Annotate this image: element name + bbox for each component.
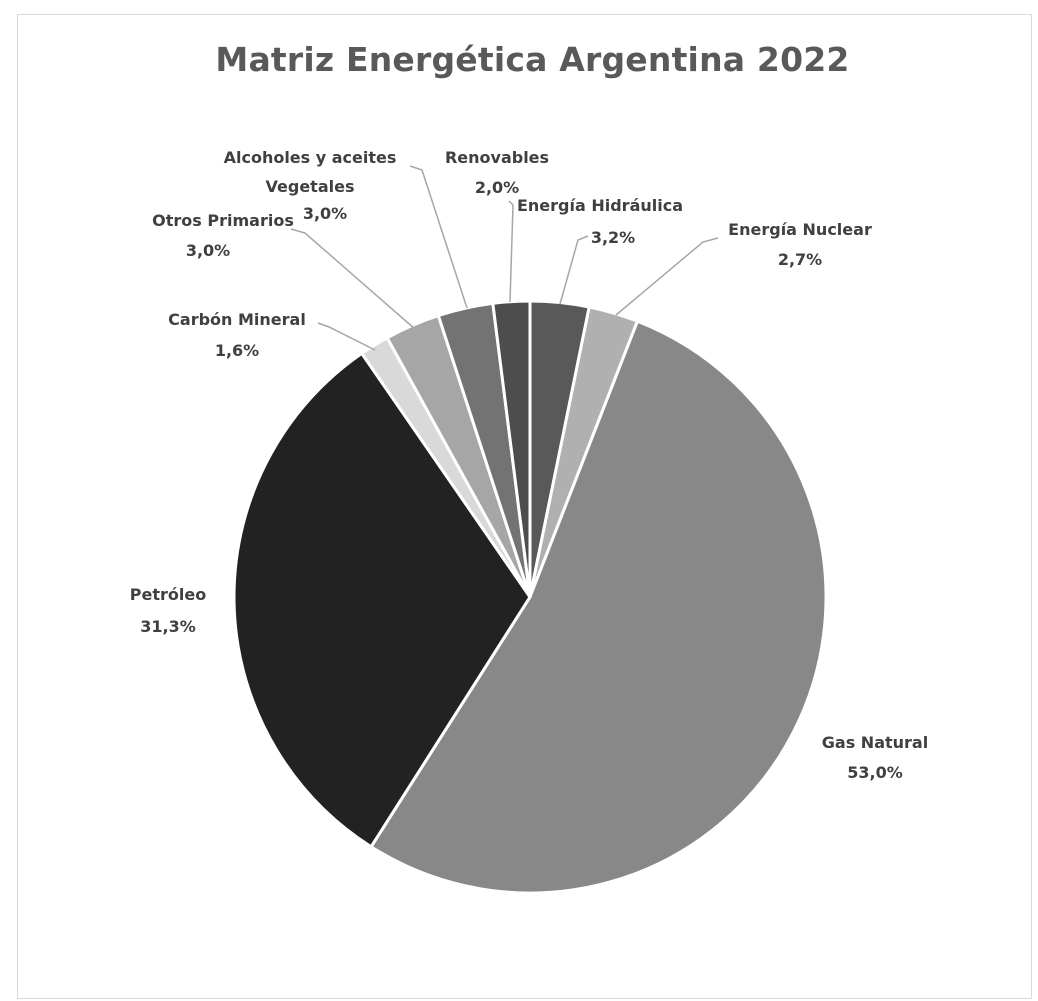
data-label-name-energia-nuclear: Energía Nuclear [728,220,872,239]
data-label-value-gas-natural: 53,0% [847,763,903,782]
data-label-name-energia-hidraulica: Energía Hidráulica [517,196,683,215]
leader-line-renovables [508,200,514,303]
data-label-value-energia-nuclear: 2,7% [778,250,822,269]
leader-line-energia-nuclear [615,237,719,316]
data-label-name-gas-natural: Gas Natural [822,733,928,752]
data-label-name-carbon-mineral: Carbón Mineral [168,310,306,329]
data-label-value-otros-primarios: 3,0% [186,241,230,260]
data-labels: Energía Hidráulica 3,2% Energía Nuclear 2,7… [130,148,928,782]
data-label-name-petroleo: Petróleo [130,585,206,604]
leader-line-alcoholes-y-aceites-vegetales [409,165,468,309]
data-label-name-renovables: Renovables [445,148,549,167]
data-label-value-energia-hidraulica: 3,2% [591,228,635,247]
data-label-value-carbon-mineral: 1,6% [215,341,259,360]
data-label-name-otros-primarios: Otros Primarios [152,211,294,230]
leader-line-energia-hidraulica [559,235,589,305]
pie-slice-petroleo [232,351,532,849]
data-label-value-renovables: 2,0% [475,178,519,197]
leader-line-carbon-mineral [317,322,376,351]
data-label-value-petroleo: 31,3% [140,617,196,636]
pie-slice-renovables [491,299,532,599]
data-label-name-alcoholes-y-aceites-vegetales: Vegetales [266,177,355,196]
chart-title: Matriz Energética Argentina 2022 [215,40,850,79]
data-label-name-alcoholes-y-aceites-vegetales: Alcoholes y aceites [224,148,397,167]
leader-line-otros-primarios [290,228,416,330]
pie-slices [232,299,828,895]
data-label-value-alcoholes-y-aceites-vegetales: 3,0% [303,204,347,223]
leader-lines [290,165,719,351]
pie-slice-gas-natural [369,319,828,895]
